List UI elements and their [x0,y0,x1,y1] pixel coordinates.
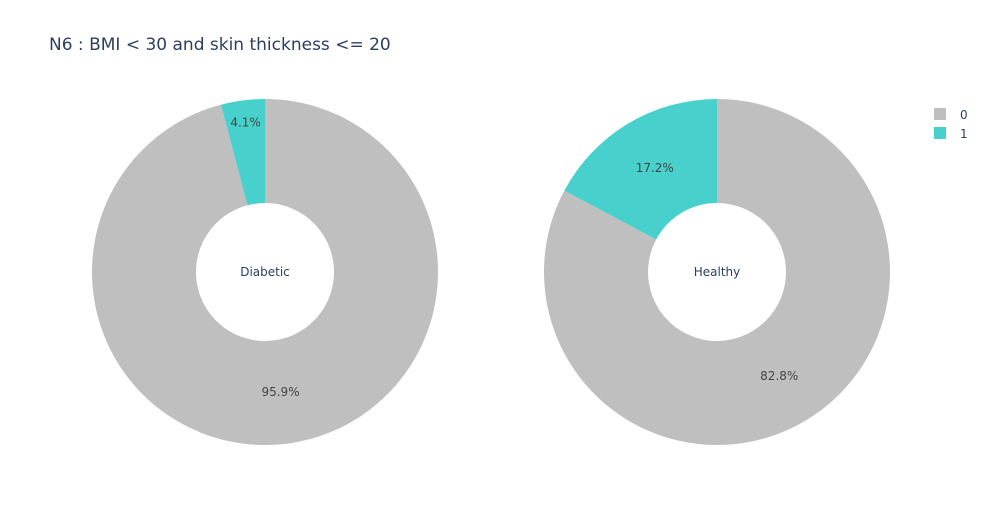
chart-title: N6 : BMI < 30 and skin thickness <= 20 [49,35,391,55]
slice-healthy-0[interactable] [544,99,890,446]
slice-diabetic-1[interactable] [220,99,265,206]
legend-label-0[interactable]: 0 [960,108,968,122]
slice-label-healthy-1: 17.2% [636,161,674,175]
slice-label-diabetic-0: 95.9% [261,385,299,399]
slice-label-diabetic-1: 4.1% [230,115,261,129]
pie-center-label-diabetic: Diabetic [240,265,290,279]
legend-swatch-1[interactable] [934,127,946,139]
slice-healthy-1[interactable] [564,99,717,240]
pie-center-label-healthy: Healthy [694,265,741,279]
legend-swatch-0[interactable] [934,108,946,120]
slice-label-healthy-0: 82.8% [760,369,798,383]
legend-label-1[interactable]: 1 [960,127,968,141]
slice-diabetic-0[interactable] [92,99,438,446]
pie-diabetic: 95.9% 4.1% Diabetic [92,99,438,446]
legend[interactable]: 0 1 [934,108,968,141]
pie-healthy: 82.8% 17.2% Healthy [544,99,890,446]
